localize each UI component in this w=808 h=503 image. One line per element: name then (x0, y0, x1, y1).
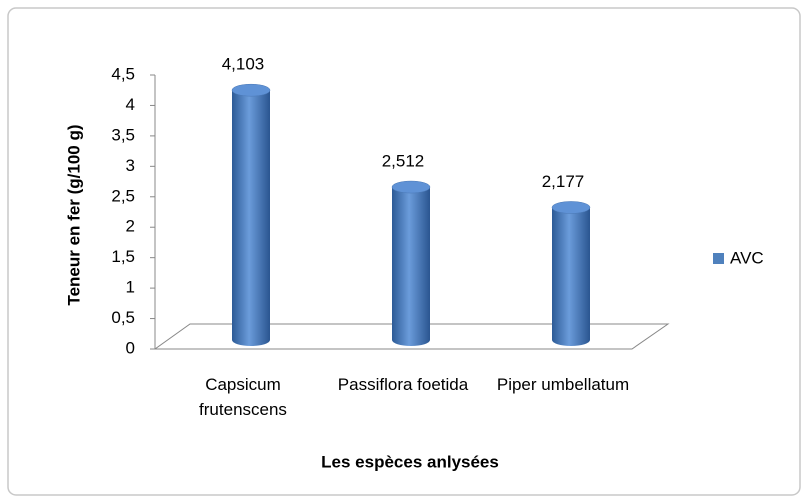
y-tick-label: 1,5 (111, 247, 135, 266)
data-label: 2,512 (382, 152, 425, 171)
y-tick-label: 3 (126, 156, 135, 175)
bar-cap (231, 83, 271, 97)
floor (153, 323, 670, 350)
bar (552, 207, 590, 346)
data-label: 4,103 (222, 55, 265, 74)
y-tick-label: 4 (126, 95, 135, 114)
legend-label: AVC (730, 248, 764, 267)
y-tick-label: 4,5 (111, 64, 135, 83)
bar (392, 187, 430, 346)
y-axis-title: Teneur en fer (g/100 g) (64, 124, 83, 305)
bar-cap (391, 180, 431, 194)
y-tick-label: 2,5 (111, 186, 135, 205)
legend-swatch (713, 253, 724, 264)
x-axis-title: Les espèces anlysées (321, 452, 499, 471)
x-tick-label: Piper umbellatum (496, 375, 630, 394)
x-tick-label: Passiflora foetida (337, 375, 469, 394)
x-tick-label: Capsicum frutenscens (199, 375, 287, 419)
y-tick-label: 3,5 (111, 125, 135, 144)
y-tick-label: 2 (126, 217, 135, 236)
bar (232, 90, 270, 347)
data-label: 2,177 (542, 172, 585, 191)
y-tick-label: 1 (126, 278, 135, 297)
y-tick-label: 0 (126, 338, 135, 357)
y-tick-label: 0,5 (111, 308, 135, 327)
bar-cap (551, 201, 591, 214)
